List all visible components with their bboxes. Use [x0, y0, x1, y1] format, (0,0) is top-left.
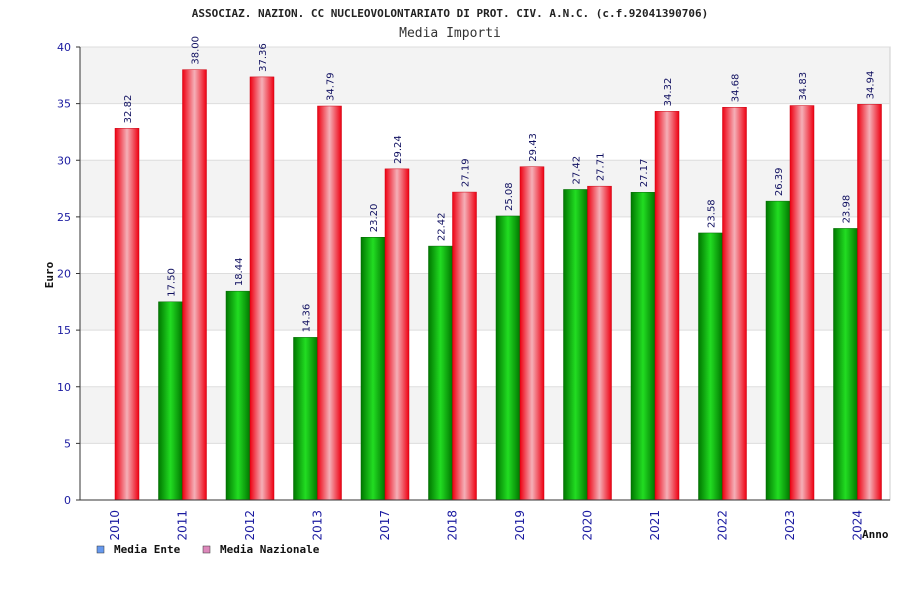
- legend: Media Ente Media Nazionale: [96, 543, 320, 556]
- bar-media-nazionale-2020: [587, 185, 612, 501]
- data-label: 27.42: [572, 156, 583, 185]
- data-label: 37.36: [258, 43, 269, 72]
- x-tick-label: 2020: [581, 510, 595, 541]
- bar-media-nazionale-2019: [519, 166, 545, 501]
- bar-media-nazionale-2017: [384, 168, 410, 501]
- x-tick-label: 2019: [513, 510, 527, 541]
- bar-media-nazionale-2024: [857, 104, 882, 501]
- data-label: 27.19: [461, 158, 472, 187]
- data-label: 17.50: [167, 268, 178, 297]
- bar-media-nazionale-2021: [654, 111, 680, 501]
- x-tick-label: 2022: [716, 510, 730, 541]
- data-label: 18.44: [234, 258, 245, 287]
- x-tick-label: 2012: [243, 510, 257, 541]
- bar-media-ente-2013: [293, 337, 318, 501]
- bar-media-ente-2021: [630, 192, 656, 501]
- y-tick-label: 30: [57, 154, 71, 167]
- legend-swatch-media-nazionale: [202, 545, 211, 554]
- bar-media-ente-2019: [495, 215, 521, 501]
- plot-band: [80, 273, 890, 331]
- legend-swatch-media-ente: [96, 545, 105, 554]
- data-label: 38.00: [191, 36, 202, 65]
- bar-media-ente-2011: [158, 301, 183, 501]
- data-label: 23.20: [369, 204, 380, 233]
- y-axis-ticks: 0 5 10 15 20 25 30 35 40: [57, 41, 81, 507]
- y-tick-label: 10: [57, 381, 71, 394]
- bar-media-nazionale-2011: [182, 69, 207, 501]
- bar-media-nazionale-2023: [789, 105, 815, 501]
- data-label: 29.43: [528, 133, 539, 162]
- x-tick-label: 2023: [783, 510, 797, 541]
- bar-media-ente-2023: [765, 200, 791, 501]
- y-tick-label: 5: [64, 437, 71, 450]
- x-tick-label: 2024: [851, 510, 865, 541]
- chart-title: ASSOCIAZ. NAZION. CC NUCLEOVOLONTARIATO …: [192, 7, 709, 20]
- data-label: 25.08: [504, 182, 515, 211]
- plot-band: [80, 330, 890, 387]
- bar-media-ente-2018: [428, 245, 453, 501]
- x-axis-ticks: 2010 2011 2012 2013 2017 2018 2019 2020 2021 2022…: [80, 499, 890, 541]
- bar-media-ente-2012: [225, 290, 251, 501]
- data-label: 22.42: [437, 212, 448, 241]
- data-label: 23.98: [842, 195, 853, 224]
- y-tick-label: 25: [57, 211, 71, 224]
- bar-media-nazionale-2010: [114, 128, 140, 501]
- x-tick-label: 2021: [648, 510, 662, 541]
- bar-media-ente-2022: [698, 232, 723, 501]
- bar-media-nazionale-2013: [317, 105, 342, 501]
- y-tick-label: 20: [57, 268, 71, 281]
- y-tick-label: 0: [64, 494, 71, 507]
- plot-band: [80, 103, 890, 161]
- data-label: 32.82: [123, 95, 134, 124]
- x-tick-label: 2018: [446, 510, 460, 541]
- legend-label-media-ente: Media Ente: [114, 543, 181, 556]
- data-label: 34.94: [866, 71, 877, 100]
- plot-background: [79, 46, 891, 501]
- bar-media-nazionale-2018: [452, 191, 477, 501]
- bar-media-nazionale-2012: [249, 76, 275, 501]
- data-label: 23.58: [707, 199, 718, 228]
- data-label: 27.17: [639, 159, 650, 188]
- x-tick-label: 2017: [378, 510, 392, 541]
- bar-media-ente-2020: [563, 189, 588, 501]
- y-tick-label: 40: [57, 41, 71, 54]
- y-axis-label: Euro: [43, 261, 56, 288]
- plot-band: [80, 47, 890, 104]
- y-tick-label: 15: [57, 324, 71, 337]
- data-labels: 17.50 18.44 14.36 23.20 22.42 25.08 27.42 27.17…: [123, 36, 877, 332]
- data-label: 14.36: [302, 304, 313, 333]
- x-tick-label: 2010: [108, 510, 122, 541]
- legend-label-media-nazionale: Media Nazionale: [220, 543, 320, 556]
- x-tick-label: 2013: [311, 510, 325, 541]
- plot-band: [80, 216, 890, 274]
- plot-band: [80, 443, 890, 500]
- data-label: 34.32: [663, 78, 674, 107]
- bar-media-ente-2017: [360, 237, 386, 501]
- x-axis-label: Anno: [862, 528, 889, 541]
- chart-subtitle: Media Importi: [399, 26, 501, 41]
- data-label: 27.71: [596, 153, 607, 182]
- data-label: 29.24: [393, 135, 404, 164]
- bars: [114, 69, 882, 501]
- plot-band: [80, 160, 890, 217]
- data-label: 34.68: [731, 74, 742, 103]
- data-label: 34.83: [798, 72, 809, 101]
- data-label: 34.79: [326, 72, 337, 101]
- y-tick-label: 35: [57, 98, 71, 111]
- plot-band: [80, 386, 890, 444]
- bar-media-ente-2024: [833, 228, 858, 501]
- bar-media-nazionale-2022: [722, 106, 747, 501]
- x-tick-label: 2011: [176, 510, 190, 541]
- data-label: 26.39: [774, 167, 785, 196]
